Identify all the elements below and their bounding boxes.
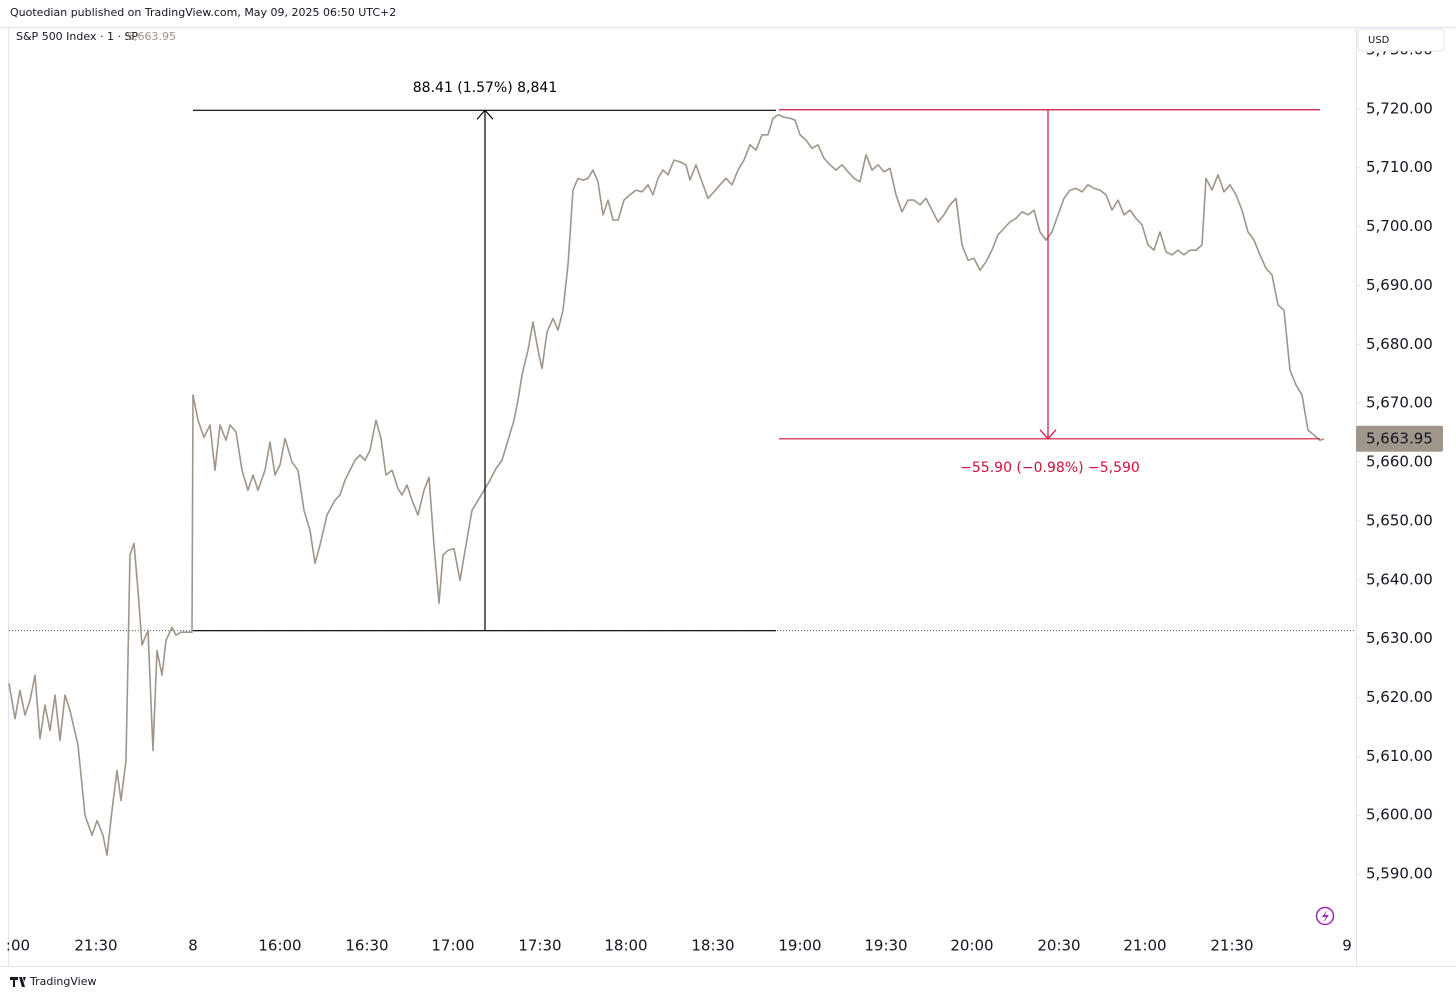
y-tick-label: 5,700.00 (1366, 217, 1433, 235)
y-tick-label: 5,680.00 (1366, 335, 1433, 353)
footer-brand: TradingView (29, 975, 96, 988)
y-tick-label: 5,600.00 (1366, 806, 1433, 824)
currency-box[interactable] (1357, 28, 1445, 52)
x-tick-label: :00 (6, 937, 30, 955)
last-price-label: 5,663.95 (1366, 429, 1433, 447)
x-tick-label: 20:30 (1037, 937, 1080, 955)
x-tick-label: 9 (1342, 937, 1352, 955)
x-tick-label: 8 (188, 937, 198, 955)
x-tick-label: 20:00 (950, 937, 993, 955)
y-tick-label: 5,630.00 (1366, 629, 1433, 647)
alert-icon[interactable] (1315, 906, 1335, 926)
alert-icon-bolt (1322, 910, 1329, 923)
symbol-last-price: 5,663.95 (127, 30, 176, 43)
last-price-box (1356, 425, 1443, 452)
x-tick-label: 21:30 (1210, 937, 1253, 955)
measure-arrow-head (476, 109, 494, 120)
y-tick-label: 5,660.00 (1366, 453, 1433, 471)
y-tick-label: 5,620.00 (1366, 688, 1433, 706)
x-tick-label: 16:00 (258, 937, 301, 955)
y-tick-label: 5,670.00 (1366, 394, 1433, 412)
measure-label: −55.90 (−0.98%) −5,590 (960, 460, 1140, 476)
y-tick-label: 5,650.00 (1366, 511, 1433, 529)
y-tick-label: 5,610.00 (1366, 747, 1433, 765)
x-tick-label: 19:00 (778, 937, 821, 955)
x-tick-label: 16:30 (345, 937, 388, 955)
x-tick-label: 18:00 (604, 937, 647, 955)
x-tick-label: 19:30 (864, 937, 907, 955)
y-tick-label: 5,720.00 (1366, 99, 1433, 117)
y-tick-label: 5,690.00 (1366, 276, 1433, 294)
y-tick-label: 5,590.00 (1366, 865, 1433, 883)
overlay-layer: S&P 500 Index · 1 · SP 5,663.95 USD Trad… (10, 28, 1445, 988)
currency-label: USD (1368, 35, 1390, 46)
y-tick-label: 5,710.00 (1366, 158, 1433, 176)
x-tick-label: 21:30 (74, 937, 117, 955)
price-line (8, 113, 1325, 857)
x-tick-label: 18:30 (691, 937, 734, 955)
measure-label: 88.41 (1.57%) 8,841 (413, 80, 557, 96)
footer-logo (10, 977, 26, 987)
measure-arrow-head (1039, 429, 1057, 440)
x-tick-label: 17:30 (518, 937, 561, 955)
grid-layer: 5,590.00 5,600.00 5,610.00 5,620.00 5,630.00… (6, 41, 1433, 955)
plot-layer (8, 113, 1325, 857)
y-tick-label: 5,640.00 (1366, 570, 1433, 588)
x-tick-label: 21:00 (1123, 937, 1166, 955)
publisher-header: Quotedian published on TradingView.com, … (10, 6, 396, 19)
symbol-title: S&P 500 Index · 1 · SP (16, 30, 138, 43)
x-tick-label: 17:00 (431, 937, 474, 955)
